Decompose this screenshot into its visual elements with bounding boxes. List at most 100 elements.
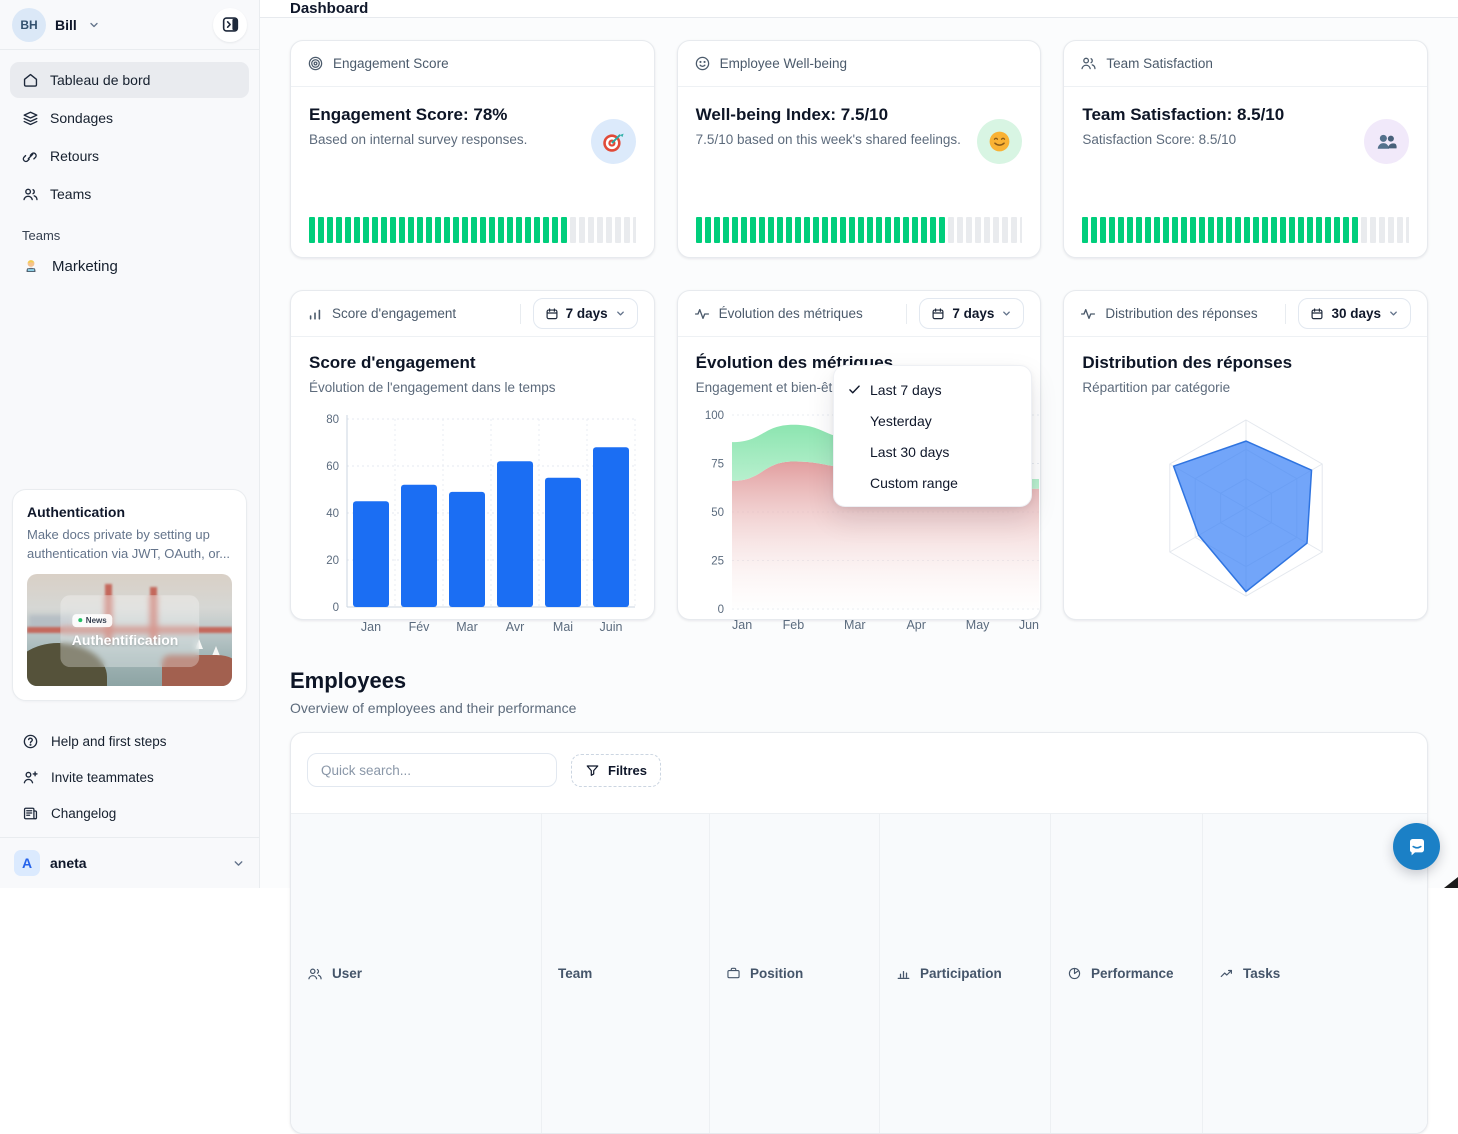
users-icon xyxy=(307,966,323,982)
range-selector[interactable]: 7 days xyxy=(919,298,1025,329)
target-icon xyxy=(307,55,324,72)
bar-chart-icon xyxy=(896,966,911,981)
chevron-down-icon xyxy=(1388,308,1399,319)
column-header-team[interactable]: Team xyxy=(541,814,709,1133)
svg-text:Mai: Mai xyxy=(553,620,573,634)
green-dot-icon xyxy=(77,618,82,623)
chart-subtitle: Répartition par catégorie xyxy=(1082,380,1231,395)
promo-image[interactable]: News Authentification xyxy=(27,574,232,686)
users-icon xyxy=(1080,55,1097,72)
progress-bar xyxy=(695,217,1023,243)
menu-item-last-7-days[interactable]: Last 7 days xyxy=(834,374,1031,405)
svg-text:Avr: Avr xyxy=(506,620,525,634)
newspaper-icon xyxy=(22,805,39,822)
chevron-down-icon xyxy=(615,308,626,319)
svg-text:100: 100 xyxy=(704,410,723,422)
sidebar-item-teams[interactable]: Teams xyxy=(10,176,249,212)
column-header-participation[interactable]: Participation xyxy=(879,814,1050,1133)
sidebar-item-label: Teams xyxy=(50,186,92,202)
briefcase-icon xyxy=(726,966,741,981)
user-name[interactable]: Bill xyxy=(55,16,77,33)
content: Engagement Score Engagement Score: 78% B… xyxy=(260,18,1458,1134)
sidebar-collapse-button[interactable] xyxy=(213,7,247,42)
workspace-name: aneta xyxy=(50,855,87,871)
chat-launcher-button[interactable] xyxy=(1393,823,1440,870)
stat-title: Team Satisfaction: 8.5/10 xyxy=(1082,105,1285,124)
smiley-icon xyxy=(694,55,711,72)
avatar[interactable]: BH xyxy=(12,7,46,42)
svg-text:Mar: Mar xyxy=(844,618,866,632)
card-header-label: Distribution des réponses xyxy=(1105,306,1258,321)
calendar-icon xyxy=(545,307,559,321)
calendar-icon xyxy=(1310,307,1324,321)
check-icon xyxy=(847,382,862,397)
range-selector[interactable]: 30 days xyxy=(1298,298,1412,329)
promo-card-authentication[interactable]: Authentication Make docs private by sett… xyxy=(12,489,247,701)
card-distribution-chart: Distribution des réponses 30 days xyxy=(1063,290,1429,620)
bar-chart-icon xyxy=(307,306,323,322)
sidebar-item-dashboard[interactable]: Tableau de bord xyxy=(10,62,249,98)
funnel-icon xyxy=(585,763,600,778)
progress-bar xyxy=(309,217,636,243)
sidebar-item-changelog[interactable]: Changelog xyxy=(10,795,249,831)
search-input[interactable] xyxy=(307,753,557,787)
column-header-performance[interactable]: Performance xyxy=(1050,814,1202,1133)
stat-cards-row: Engagement Score Engagement Score: 78% B… xyxy=(290,40,1429,258)
promo-title: Authentication xyxy=(27,504,125,521)
sidebar-item-label: Tableau de bord xyxy=(50,72,151,88)
promo-image-overlay: News Authentification xyxy=(59,595,200,667)
card-header-label: Team Satisfaction xyxy=(1106,56,1213,71)
range-label: 7 days xyxy=(952,306,995,321)
menu-item-custom-range[interactable]: Custom range xyxy=(870,474,958,491)
svg-text:25: 25 xyxy=(711,556,724,568)
svg-text:20: 20 xyxy=(326,555,339,567)
trend-up-icon xyxy=(1219,966,1234,981)
chevron-down-icon[interactable] xyxy=(88,19,100,31)
workspace-switcher[interactable]: A aneta xyxy=(0,837,259,888)
sidebar-footer-links: Help and first steps Invite teammates xyxy=(0,713,259,837)
sidebar-item-label: Retours xyxy=(50,148,100,164)
filters-label: Filtres xyxy=(608,762,648,778)
sidebar-item-invite[interactable]: Invite teammates xyxy=(10,759,249,795)
chat-bubble-icon xyxy=(1405,835,1429,859)
promo-image-title: Authentification xyxy=(71,632,179,649)
sidebar-item-help[interactable]: Help and first steps xyxy=(10,723,249,759)
promo-description: Make docs private by setting up authenti… xyxy=(27,527,231,562)
svg-text:0: 0 xyxy=(717,604,723,616)
column-header-position[interactable]: Position xyxy=(709,814,879,1133)
users-icon xyxy=(22,186,39,203)
menu-item-yesterday[interactable]: Yesterday xyxy=(870,412,932,429)
smile-emoji-badge xyxy=(977,119,1023,164)
chevron-down-icon xyxy=(1001,308,1012,319)
range-selector[interactable]: 7 days xyxy=(532,298,638,329)
column-header-tasks[interactable]: Tasks xyxy=(1202,814,1427,1133)
user-plus-icon xyxy=(22,769,39,786)
svg-text:40: 40 xyxy=(326,508,339,520)
svg-text:50: 50 xyxy=(711,507,724,519)
card-engagement-score: Engagement Score Engagement Score: 78% B… xyxy=(290,40,655,258)
sidebar-item-marketing[interactable]: Marketing xyxy=(0,247,259,285)
svg-text:80: 80 xyxy=(326,414,339,426)
distribution-radar-chart xyxy=(1168,419,1323,597)
employees-subtitle: Overview of employees and their performa… xyxy=(290,700,577,716)
sidebar-item-feedback[interactable]: Retours xyxy=(10,138,249,174)
sidebar: BH Bill Tableau de bord xyxy=(0,0,260,888)
activity-icon xyxy=(694,306,710,322)
pie-chart-icon xyxy=(1067,966,1082,981)
workspace-avatar: A xyxy=(14,850,40,876)
card-header-label: Engagement Score xyxy=(333,56,449,71)
card-wellbeing: Employee Well-being Well-being Index: 7.… xyxy=(676,40,1042,258)
page-title: Dashboard xyxy=(290,0,369,17)
menu-item-last-30-days[interactable]: Last 30 days xyxy=(870,443,950,460)
panel-collapse-icon xyxy=(221,15,240,34)
sidebar-header: BH Bill xyxy=(0,0,259,50)
svg-text:Fév: Fév xyxy=(409,620,431,634)
filters-button[interactable]: Filtres xyxy=(571,753,662,787)
calendar-icon xyxy=(931,307,945,321)
column-header-user[interactable]: User xyxy=(291,814,541,1133)
sidebar-item-surveys[interactable]: Sondages xyxy=(10,100,249,136)
range-label: 7 days xyxy=(565,306,608,321)
chart-subtitle: Engagement et bien-être xyxy=(695,380,845,395)
news-badge: News xyxy=(71,614,113,628)
sidebar-link-label: Changelog xyxy=(51,805,117,821)
